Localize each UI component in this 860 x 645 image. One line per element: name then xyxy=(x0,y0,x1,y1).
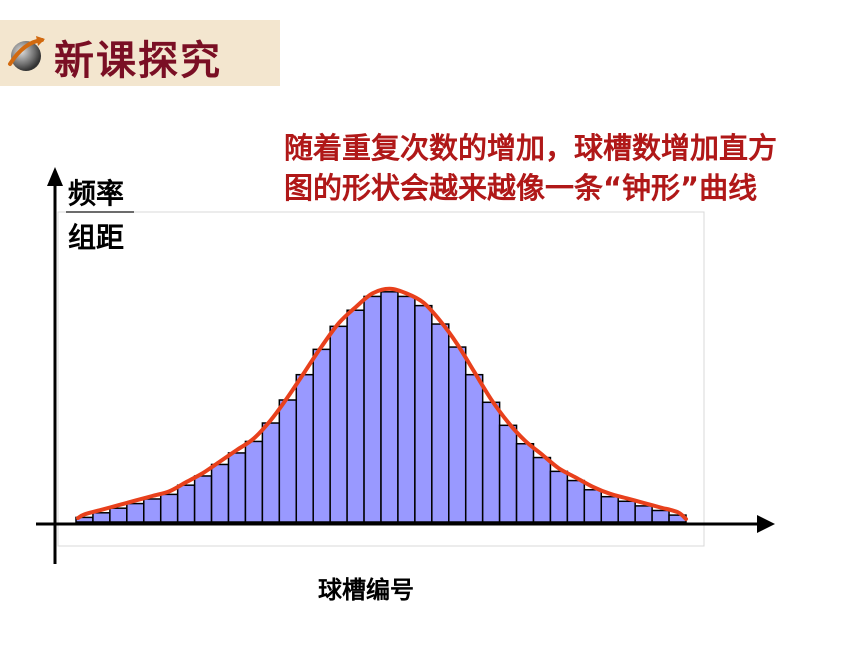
histogram-bar xyxy=(210,463,230,523)
histogram-bar xyxy=(176,484,196,523)
histogram-bar xyxy=(329,325,348,523)
histogram-bar xyxy=(414,304,433,523)
y-axis-label-numerator: 频率 xyxy=(68,177,125,210)
histogram-bar xyxy=(651,509,670,523)
plot-frame xyxy=(57,211,705,547)
histogram-bar xyxy=(109,507,128,523)
histogram-bar xyxy=(549,470,569,523)
histogram-bar xyxy=(346,309,365,523)
histogram-bar xyxy=(583,489,603,523)
histogram-bar xyxy=(312,348,331,523)
section-banner: 新课探究 xyxy=(0,20,280,86)
y-axis-arrow-icon xyxy=(47,167,63,186)
histogram-bar xyxy=(227,452,247,523)
histogram-bar xyxy=(363,295,382,523)
histogram-bars xyxy=(75,291,687,523)
x-axis-label: 球槽编号 xyxy=(318,576,414,604)
y-axis-label-denominator: 组距 xyxy=(68,221,125,254)
histogram-bar xyxy=(634,505,653,523)
section-title: 新课探究 xyxy=(54,38,222,84)
annotation-text: 随着重复次数的增加，球槽数增加直方图的形状会越来越像一条“钟形”曲线 xyxy=(284,131,778,205)
histogram-bar xyxy=(498,424,518,523)
histogram-bar xyxy=(159,493,179,523)
histogram-bar xyxy=(295,373,314,523)
histogram-bar xyxy=(278,399,298,523)
histogram-bar xyxy=(193,475,213,523)
histogram-bar xyxy=(481,401,501,523)
histogram-bar xyxy=(431,323,450,523)
histogram-bar xyxy=(143,498,162,523)
histogram-bar xyxy=(380,291,399,523)
histogram-bar xyxy=(261,422,281,523)
histogram-bar xyxy=(566,479,586,523)
histogram-bar xyxy=(464,373,484,523)
histogram-bar xyxy=(397,295,416,523)
histogram-bar xyxy=(515,442,535,523)
globe-arrow-icon xyxy=(8,36,45,71)
histogram-bar xyxy=(600,495,619,523)
histogram-bar xyxy=(92,512,111,523)
histogram-bar xyxy=(244,440,264,523)
bell-curve xyxy=(76,286,688,521)
histogram-bar xyxy=(448,346,467,523)
x-axis-arrow-icon xyxy=(757,515,775,533)
histogram-bar xyxy=(126,502,145,523)
histogram-bar xyxy=(532,456,552,523)
histogram-bar xyxy=(617,500,636,523)
